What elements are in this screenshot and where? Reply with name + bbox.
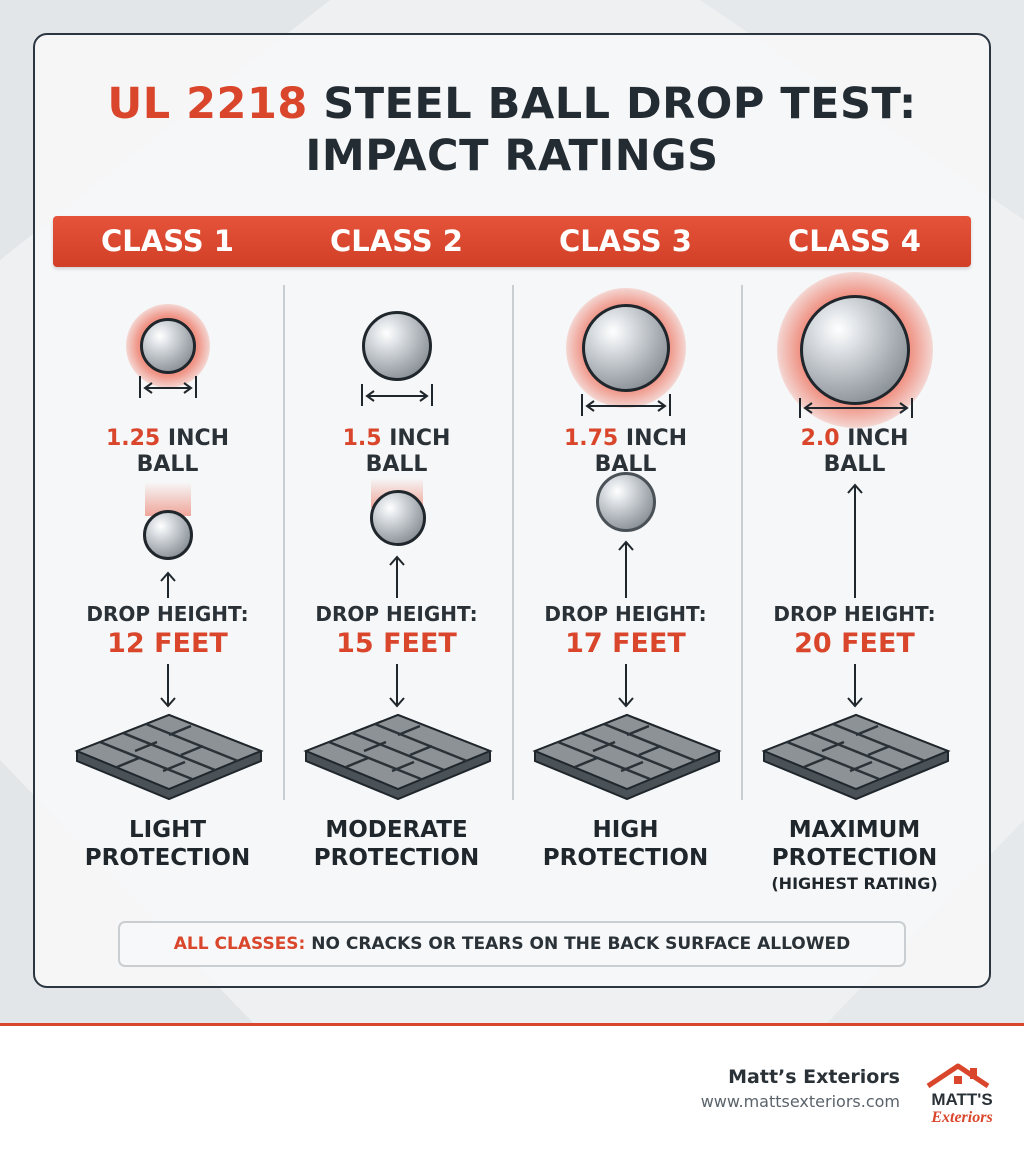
- class-3-drop-height: 17 FEET: [565, 628, 686, 659]
- company-logo: MATT'S Exteriors: [926, 1063, 993, 1126]
- roof-shingle-icon: [761, 713, 951, 801]
- brand-footer: [0, 1026, 1024, 1154]
- class-2-drop-label: DROP HEIGHT:: [315, 602, 478, 626]
- class-1-label: CLASS 1: [101, 224, 234, 258]
- svg-text:MATT'S: MATT'S: [931, 1090, 992, 1109]
- class-1-drop-label: DROP HEIGHT:: [86, 602, 249, 626]
- class-1-falling-ball: [143, 510, 193, 560]
- class-3-steel-ball: [582, 304, 670, 392]
- column-divider: [283, 285, 285, 800]
- class-1-protection: LIGHT PROTECTION: [84, 817, 251, 871]
- class-header-bar: CLASS 1 CLASS 2 CLASS 3 CLASS 4: [53, 216, 971, 267]
- roof-shingle-icon: [303, 713, 493, 801]
- footer-divider: [0, 1023, 1024, 1026]
- class-4-label: CLASS 4: [788, 224, 921, 258]
- class-2-drop-height: 15 FEET: [336, 628, 457, 659]
- all-classes-note: ALL CLASSES: NO CRACKS OR TEARS ON THE B…: [118, 921, 906, 967]
- class-4-protection: MAXIMUM PROTECTION (HIGHEST RATING): [740, 816, 969, 896]
- class-2-steel-ball: [362, 311, 432, 381]
- company-website[interactable]: www.mattsexteriors.com: [700, 1092, 900, 1111]
- column-divider: [741, 285, 743, 800]
- highest-rating-note: (HIGHEST RATING): [771, 874, 938, 893]
- class-1-drop-height: 12 FEET: [107, 628, 228, 659]
- class-1-ball-size: 1.25 INCH BALL: [105, 426, 230, 477]
- page-title: UL 2218 STEEL BALL DROP TEST: IMPACT RAT…: [107, 79, 917, 181]
- svg-text:Exteriors: Exteriors: [930, 1109, 992, 1126]
- class-3-protection: HIGH PROTECTION: [542, 817, 709, 871]
- company-name: Matt’s Exteriors: [728, 1066, 900, 1088]
- roof-shingle-icon: [532, 713, 722, 801]
- class-1-steel-ball: [140, 318, 196, 374]
- class-4-steel-ball: [800, 295, 910, 405]
- class-2-label: CLASS 2: [330, 224, 463, 258]
- class-3-label: CLASS 3: [559, 224, 692, 258]
- class-2-ball-size: 1.5 INCH BALL: [342, 426, 451, 477]
- roof-shingle-icon: [74, 713, 264, 801]
- class-2-falling-ball: [370, 490, 426, 546]
- class-4-drop-label: DROP HEIGHT:: [773, 602, 936, 626]
- class-4-drop-height: 20 FEET: [794, 628, 915, 659]
- class-3-drop-label: DROP HEIGHT:: [544, 602, 707, 626]
- class-4-ball-size: 2.0 INCH BALL: [800, 426, 909, 477]
- column-divider: [512, 285, 514, 800]
- class-2-protection: MODERATE PROTECTION: [313, 817, 480, 871]
- class-3-falling-ball: [596, 472, 656, 532]
